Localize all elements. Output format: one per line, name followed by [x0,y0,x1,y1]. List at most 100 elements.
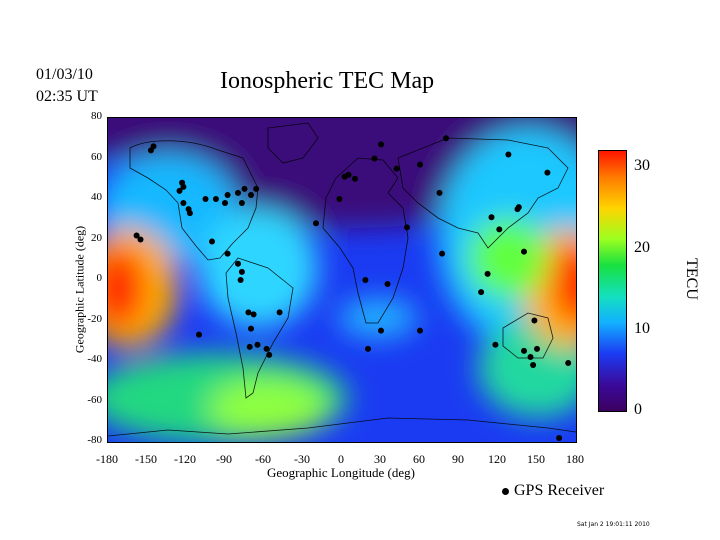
gps-receiver-marker [133,232,140,239]
gps-receiver-marker [254,341,261,348]
gps-receiver-marker [544,169,551,176]
gps-receiver-marker [248,191,254,198]
gps-receiver-marker [492,341,499,348]
gps-receiver-marker [531,317,538,324]
colorbar-tick-label: 30 [634,157,650,175]
gps-receiver-marker [439,250,446,257]
gps-receiver-marker [212,196,219,202]
gps-receiver-marker [527,353,534,360]
gps-receiver-marker [238,200,245,207]
gps-receiver-marker [365,345,371,352]
colorbar-tick-label: 0 [634,401,642,418]
gps-receiver-marker [378,141,384,148]
x-tick-label: -120 [174,452,196,466]
gps-receiver-marker [238,268,245,275]
gps-receiver-marker [224,250,231,257]
gps-receiver-marker [176,187,183,194]
gps-receiver-marker [404,224,410,231]
y-tick-label: -20 [87,312,102,325]
tec-colorbar [598,150,627,412]
y-tick-label: -80 [87,434,102,446]
gps-receiver-marker [484,270,491,277]
gps-receiver-marker [417,327,423,334]
gps-receiver-marker [246,343,253,350]
timestamp-footer: Sat Jan 2 19:01:11 2010 [577,521,650,528]
y-tick-label: -60 [87,393,102,406]
gps-receiver-marker [352,175,358,182]
gps-receiver-marker [393,165,400,172]
gps-receiver-marker [530,362,537,369]
colorbar-tick-label: 20 [634,238,650,256]
gps-receiver-marker [147,147,154,154]
gps-receiver-marker [196,331,202,338]
gps-receiver-marker [137,236,144,243]
y-tick-label: 0 [96,272,103,284]
gps-receiver-marker [384,281,391,288]
gps-receiver-marker [209,238,215,245]
gps-receiver-marker [496,226,503,233]
legend: GPS Receiver [502,482,604,500]
gps-receiver-marker [266,351,273,358]
gps-receiver-marker [222,200,228,207]
gps-receiver-marker [237,277,244,283]
y-tick-label: -40 [87,353,102,365]
gps-receiver-marker [241,185,248,192]
colorbar-label: TECU [683,258,700,300]
tec-field [108,118,576,442]
gps-receiver-marker [478,289,485,296]
x-tick-label: 30 [374,452,386,466]
gps-receiver-marker [253,185,260,192]
gps-receiver-marker [436,189,443,196]
x-tick-label: 180 [566,452,584,466]
gps-receiver-marker [505,151,512,158]
y-tick-label: 60 [91,150,102,163]
x-tick-label: -180 [96,452,118,466]
gps-receiver-marker [276,309,283,316]
gps-receiver-marker-icon [502,487,509,495]
x-tick-label: 60 [413,452,425,466]
colorbar-tick-label: 10 [634,319,650,337]
gps-receiver-marker [180,183,187,190]
y-tick-label: 40 [91,191,102,203]
gps-receiver-marker [248,325,254,332]
gps-receiver-marker [378,327,384,334]
gps-receiver-marker [488,214,495,221]
gps-receiver-marker [235,260,241,267]
legend-label: GPS Receiver [514,482,605,499]
x-tick-label: 120 [488,452,506,466]
y-tick-label: 80 [91,110,102,122]
gps-receiver-marker [521,347,527,354]
gps-receiver-marker [235,189,241,196]
gps-receiver-marker [180,200,187,207]
gps-receiver-marker [417,161,423,168]
map-title: Ionospheric TEC Map [220,68,435,94]
x-tick-label: -90 [216,452,232,466]
gps-receiver-marker [186,210,193,217]
gps-receiver-marker [250,311,257,318]
gps-receiver-marker [313,220,319,227]
gps-receiver-marker [245,309,252,316]
x-tick-label: -30 [294,452,310,466]
x-tick-label: 150 [527,452,545,466]
tec-map-plot [107,117,577,443]
gps-receiver-marker [534,345,540,352]
gps-receiver-marker [565,360,572,367]
map-date: 01/03/10 [36,66,93,83]
gps-receiver-marker [514,206,521,213]
gps-receiver-marker [345,171,352,178]
y-axis-label: Geographic Latitude (deg) [72,225,87,354]
map-time: 02:35 UT [36,88,98,105]
gps-receiver-marker [336,196,343,202]
gps-receiver-marker [263,345,270,352]
x-tick-label: -60 [255,452,271,466]
gps-receiver-marker [202,196,209,202]
gps-receiver-marker [362,277,369,283]
x-tick-label: 0 [338,452,344,466]
gps-receiver-marker [443,135,449,142]
coastlines [108,122,576,437]
gps-receiver-marker [371,155,378,162]
gps-receivers [133,135,572,441]
x-axis-label: Geographic Longitude (deg) [266,465,415,480]
x-tick-label: -150 [135,452,157,466]
gps-receiver-marker [521,248,527,255]
